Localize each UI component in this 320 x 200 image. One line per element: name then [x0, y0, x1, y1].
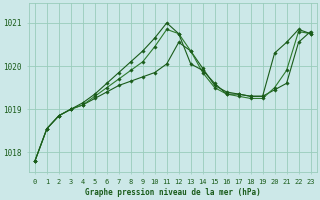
X-axis label: Graphe pression niveau de la mer (hPa): Graphe pression niveau de la mer (hPa): [85, 188, 260, 197]
